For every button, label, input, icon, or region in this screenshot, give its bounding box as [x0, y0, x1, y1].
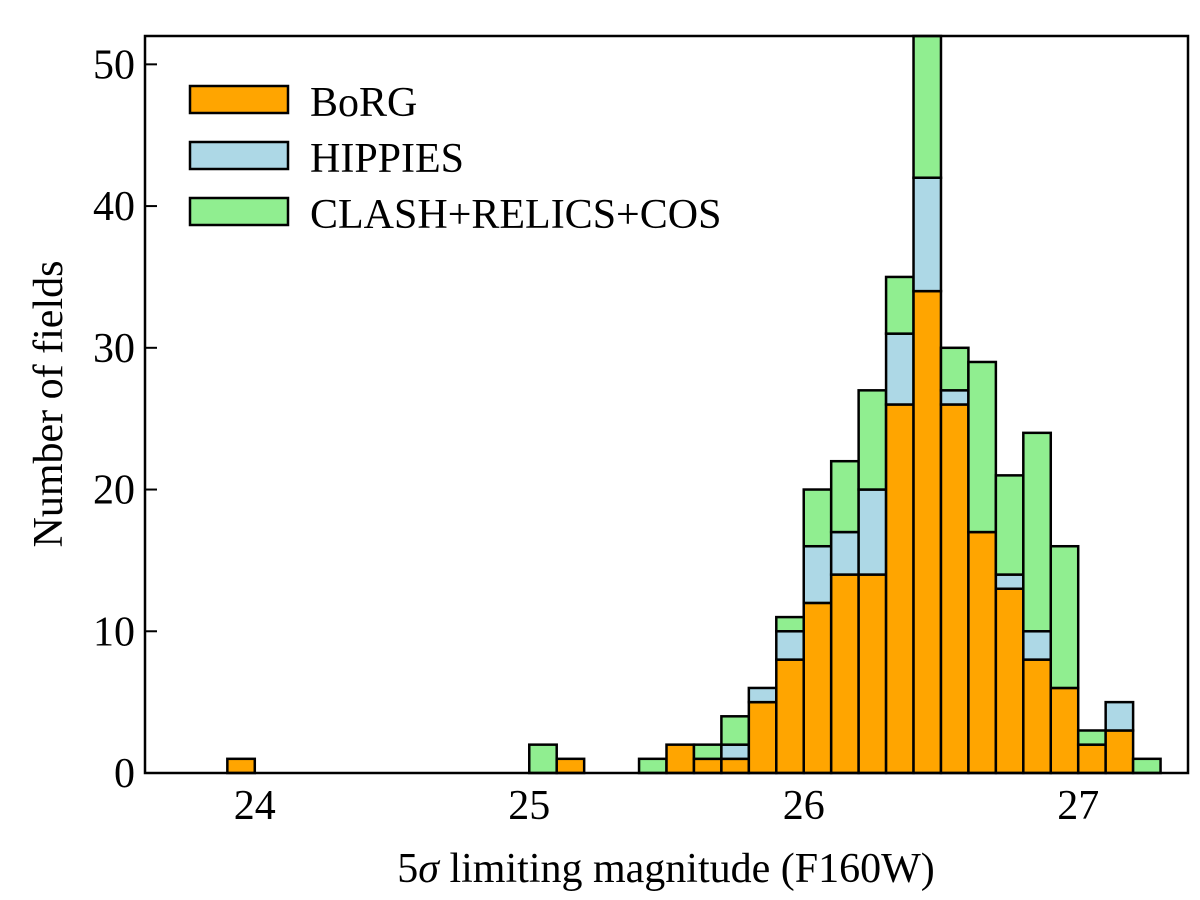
y-tick-label: 40	[93, 184, 135, 230]
bar-borg-bin-12	[884, 403, 915, 775]
bar-hippies-bin-12	[884, 332, 915, 406]
legend-label-borg: BoRG	[310, 80, 417, 126]
legend-label-hippies: HIPPIES	[310, 136, 464, 182]
legend: BoRG HIPPIES CLASH+RELICS+COS	[188, 80, 721, 238]
bar-clash-relics-cos-bin-9	[802, 488, 833, 548]
bar-borg-bin-17	[1022, 658, 1053, 775]
bar-borg-bin-11	[857, 573, 888, 775]
bar-hippies-bin-13	[912, 176, 943, 293]
bar-borg-bin-5	[692, 757, 723, 775]
bar-clash-relics-cos-bin-11	[857, 389, 888, 491]
y-tick-label: 30	[93, 326, 135, 372]
bar-borg-bin-0	[226, 757, 257, 775]
x-ticks: 24 25 26 27	[234, 761, 1099, 829]
bar-hippies-bin-11	[857, 488, 888, 576]
y-tick-label: 20	[93, 468, 135, 514]
bar-hippies-bin-10	[829, 530, 860, 576]
bar-hippies-bin-20	[1104, 700, 1135, 732]
bars-group	[226, 34, 1162, 775]
bar-borg-bin-10	[829, 573, 860, 775]
bar-borg-bin-4	[665, 743, 696, 775]
bar-borg-bin-14	[939, 403, 970, 775]
bar-borg-bin-18	[1049, 686, 1080, 775]
bar-clash-relics-cos-bin-14	[939, 346, 970, 392]
bar-hippies-bin-7	[747, 686, 778, 704]
bar-clash-relics-cos-bin-1	[528, 743, 558, 775]
bar-hippies-bin-8	[775, 630, 805, 661]
bar-clash-relics-cos-bin-16	[994, 474, 1025, 576]
bar-hippies-bin-6	[720, 743, 751, 761]
bar-borg-bin-20	[1104, 729, 1135, 775]
y-tick-label: 50	[93, 42, 135, 88]
bar-clash-relics-cos-bin-19	[1076, 729, 1107, 746]
y-tick-label: 0	[114, 751, 135, 797]
x-tick-label: 26	[783, 783, 825, 829]
bar-borg-bin-19	[1076, 743, 1107, 775]
bar-clash-relics-cos-bin-12	[884, 275, 915, 335]
bar-hippies-bin-9	[802, 544, 833, 605]
bar-hippies-bin-17	[1022, 630, 1053, 661]
bar-borg-bin-16	[994, 587, 1025, 775]
bar-clash-relics-cos-bin-13	[912, 34, 943, 179]
bar-clash-relics-cos-bin-17	[1022, 431, 1053, 633]
x-axis-label: 5σ limiting magnitude (F160W)	[397, 846, 935, 892]
bar-borg-bin-13	[912, 289, 943, 775]
bar-clash-relics-cos-bin-21	[1131, 757, 1162, 775]
legend-swatch-clash-relics-cos	[188, 196, 290, 227]
bar-borg-bin-15	[967, 530, 998, 775]
bar-borg-bin-7	[747, 700, 778, 775]
bar-borg-bin-2	[555, 757, 586, 775]
bar-borg-bin-6	[720, 757, 751, 775]
bar-borg-bin-8	[775, 658, 805, 775]
legend-label-clash-relics-cos: CLASH+RELICS+COS	[310, 192, 721, 238]
y-tick-label: 10	[93, 609, 135, 655]
bar-borg-bin-9	[802, 601, 833, 775]
plot-frame	[143, 34, 1190, 775]
bar-clash-relics-cos-bin-5	[692, 743, 723, 761]
y-axis-label: Number of fields	[26, 261, 72, 548]
legend-swatch-borg	[188, 84, 290, 115]
bar-hippies-bin-16	[994, 573, 1025, 590]
bar-clash-relics-cos-bin-8	[775, 615, 805, 633]
legend-swatch-hippies	[188, 140, 290, 171]
bar-clash-relics-cos-bin-15	[967, 360, 998, 534]
bar-clash-relics-cos-bin-18	[1049, 544, 1080, 690]
y-ticks: 0 10 20 30 40 50	[93, 42, 157, 797]
bar-hippies-bin-14	[939, 389, 970, 406]
x-tick-label: 24	[234, 783, 276, 829]
x-tick-label: 25	[508, 783, 550, 829]
x-tick-label: 27	[1057, 783, 1099, 829]
bar-clash-relics-cos-bin-6	[720, 715, 751, 746]
bar-clash-relics-cos-bin-10	[829, 459, 860, 534]
bar-clash-relics-cos-bin-3	[637, 757, 668, 775]
